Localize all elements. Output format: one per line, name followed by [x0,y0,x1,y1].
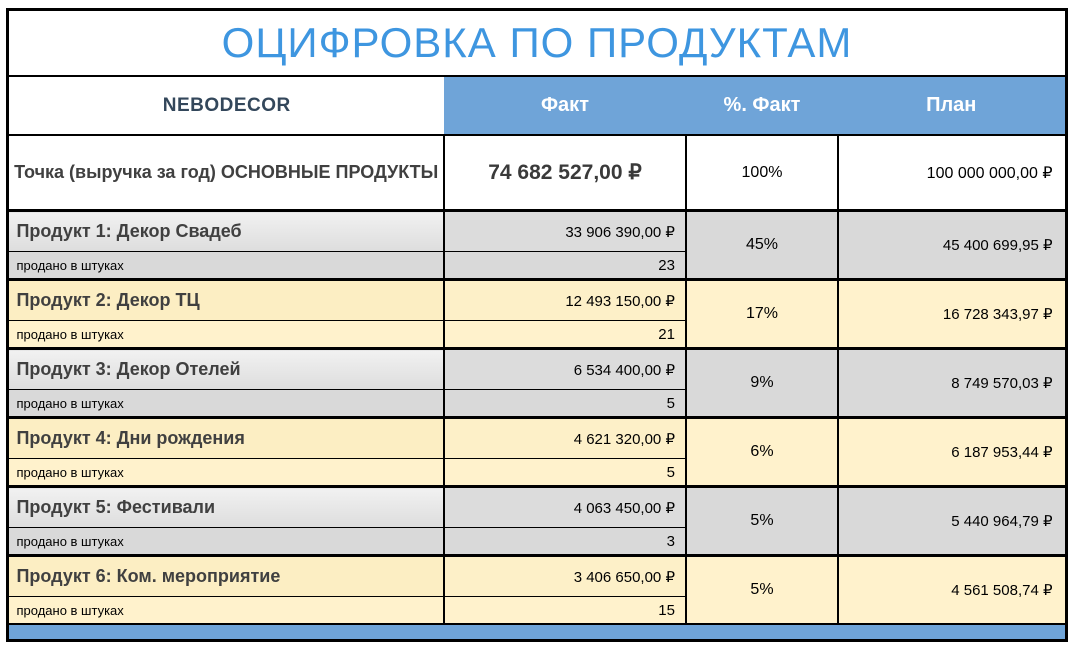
plan-column-header: План [837,76,1067,136]
product-fact-value: 3 406 650,00 ₽ [442,554,686,597]
products-table: ОЦИФРОВКА ПО ПРОДУКТАМ NEBODECOR Факт %.… [6,8,1068,642]
summary-fact-value: 74 682 527,00 ₽ [442,135,686,211]
summary-plan-value: 100 000 000,00 ₽ [836,135,1067,211]
title-row: ОЦИФРОВКА ПО ПРОДУКТАМ [7,9,1067,77]
pct-column-header: %. Факт [685,76,838,136]
product-pct-value: 5% [684,554,838,624]
units-value: 3 [442,527,686,556]
product-row: Продукт 2: Декор ТЦ 12 493 150,00 ₽ 17% … [7,278,1067,349]
units-value: 21 [442,320,686,349]
units-label: продано в штуках [7,389,444,418]
product-plan-value: 45 400 699,95 ₽ [836,209,1067,280]
units-label: продано в штуках [7,596,444,624]
units-row: продано в штуках 21 [7,320,1066,349]
product-fact-value: 4 063 450,00 ₽ [442,485,686,528]
units-label: продано в штуках [7,458,444,487]
units-value: 5 [442,389,686,418]
product-row: Продукт 1: Декор Свадеб 33 906 390,00 ₽ … [7,209,1067,280]
product-plan-value: 16 728 343,97 ₽ [836,278,1067,349]
product-row: Продукт 5: Фестивали 4 063 450,00 ₽ 5% 5… [7,485,1067,556]
product-name: Продукт 2: Декор ТЦ [7,278,444,321]
units-row: продано в штуках 5 [7,389,1066,418]
summary-row: Точка (выручка за год) ОСНОВНЫЕ ПРОДУКТЫ… [7,135,1067,211]
product-pct-value: 6% [684,416,838,487]
fact-column-header: Факт [443,76,686,136]
product-row: Продукт 6: Ком. мероприятие 3 406 650,00… [7,554,1067,624]
summary-pct-value: 100% [684,135,838,211]
units-value: 5 [442,458,686,487]
units-label: продано в штуках [7,320,444,349]
summary-label: Точка (выручка за год) ОСНОВНЫЕ ПРОДУКТЫ [7,135,444,211]
product-plan-value: 8 749 570,03 ₽ [836,347,1067,418]
units-row: продано в штуках 23 [7,251,1066,280]
product-fact-value: 12 493 150,00 ₽ [442,278,686,321]
page-title: ОЦИФРОВКА ПО ПРОДУКТАМ [7,9,1067,77]
units-row: продано в штуках 3 [7,527,1066,556]
product-fact-value: 33 906 390,00 ₽ [442,209,686,252]
product-name: Продукт 3: Декор Отелей [7,347,444,390]
product-pct-value: 45% [684,209,838,280]
product-plan-value: 6 187 953,44 ₽ [836,416,1067,487]
company-header: NEBODECOR [7,76,444,136]
product-plan-value: 5 440 964,79 ₽ [836,485,1067,556]
units-row: продано в штуках 5 [7,458,1066,487]
units-row: продано в штуках 15 [7,596,1066,624]
units-label: продано в штуках [7,527,444,556]
product-name: Продукт 1: Декор Свадеб [7,209,444,252]
product-pct-value: 17% [684,278,838,349]
units-value: 23 [442,251,686,280]
header-row: NEBODECOR Факт %. Факт План [7,76,1067,136]
product-fact-value: 4 621 320,00 ₽ [442,416,686,459]
units-label: продано в штуках [7,251,444,280]
product-row: Продукт 3: Декор Отелей 6 534 400,00 ₽ 9… [7,347,1067,418]
units-value: 15 [442,596,686,624]
product-name: Продукт 6: Ком. мероприятие [7,554,444,597]
footer-accent-bar [7,623,1067,641]
footer-accent-row [7,623,1067,641]
product-pct-value: 9% [684,347,838,418]
product-name: Продукт 4: Дни рождения [7,416,444,459]
product-plan-value: 4 561 508,74 ₽ [836,554,1067,624]
product-row: Продукт 4: Дни рождения 4 621 320,00 ₽ 6… [7,416,1067,487]
product-name: Продукт 5: Фестивали [7,485,444,528]
product-fact-value: 6 534 400,00 ₽ [442,347,686,390]
product-pct-value: 5% [684,485,838,556]
